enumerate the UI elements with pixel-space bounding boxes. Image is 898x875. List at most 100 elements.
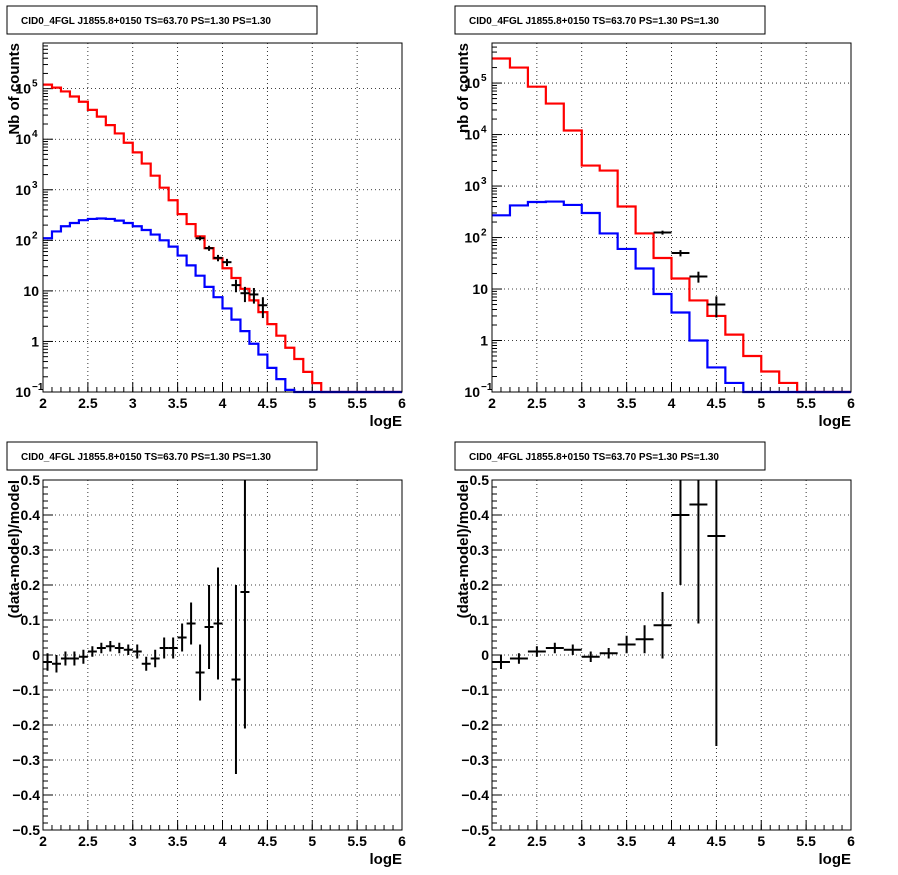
y-tick-label: 0 [481, 647, 489, 663]
y-tick-exponent: 5 [32, 79, 38, 90]
data-point [195, 236, 205, 241]
plot-frame [42, 479, 403, 831]
x-axis-label: logE [819, 413, 852, 430]
data-point [707, 296, 726, 318]
y-tick-label: 0.1 [21, 612, 41, 628]
chart-title: CID0_4FGL J1855.8+0150 TS=63.70 PS=1.30 … [469, 452, 719, 463]
x-tick-label: 6 [398, 395, 406, 411]
y-tick-label: 10 [472, 281, 488, 297]
x-tick-label: 6 [847, 395, 855, 411]
data-point [150, 649, 160, 668]
y-tick-exponent: 4 [32, 129, 38, 140]
series-histogram-red [43, 83, 402, 394]
y-tick-label: 10 [23, 283, 39, 299]
data-point [249, 288, 259, 304]
y-tick-exponent: 3 [481, 176, 487, 187]
data-point [141, 656, 151, 671]
y-tick-label: 0.5 [470, 472, 490, 488]
x-tick-label: 5 [757, 833, 765, 849]
data-point [689, 271, 708, 283]
y-tick-label: 10 [464, 75, 480, 91]
x-tick-label: 4 [219, 833, 227, 849]
data-point [222, 258, 232, 267]
y-axis-label: (data-model)/model [455, 480, 472, 618]
x-tick-label: 2 [488, 833, 496, 849]
x-tick-label: 4 [219, 395, 227, 411]
data-point [204, 245, 214, 251]
x-tick-label: 2.5 [527, 833, 547, 849]
data-point [635, 625, 654, 654]
data-point [617, 635, 636, 654]
x-axis-label: logE [819, 851, 852, 868]
data-point [653, 592, 672, 659]
y-tick-label: −0.5 [12, 822, 40, 838]
y-tick-exponent: 4 [481, 125, 487, 136]
y-tick-label: 10 [464, 127, 480, 143]
y-tick-label: 0.3 [470, 542, 490, 558]
y-tick-label: 10 [15, 131, 31, 147]
x-tick-label: 3.5 [617, 395, 637, 411]
chart-title: CID0_4FGL J1855.8+0150 TS=63.70 PS=1.30 … [21, 452, 271, 463]
x-tick-label: 4.5 [258, 395, 278, 411]
x-tick-label: 5.5 [347, 833, 367, 849]
title-box [454, 441, 766, 471]
data-point [204, 585, 214, 669]
plot-frame [42, 42, 403, 393]
y-axis-label: (data-model)/model [6, 480, 23, 618]
panel-bottom-right: CID0_4FGL J1855.8+0150 TS=63.70 PS=1.30 … [454, 441, 855, 868]
y-tick-label: 10 [15, 182, 31, 198]
y-tick-label: 10 [464, 230, 480, 246]
x-axis-label: logE [370, 413, 403, 430]
y-tick-label: 10 [15, 232, 31, 248]
x-tick-label: 6 [847, 833, 855, 849]
x-tick-label: 6 [398, 833, 406, 849]
y-tick-label: 0.2 [470, 577, 490, 593]
x-tick-label: 5 [757, 395, 765, 411]
y-tick-label: −0.2 [12, 717, 40, 733]
data-point [231, 279, 241, 293]
x-tick-label: 3.5 [168, 395, 188, 411]
data-point [258, 297, 268, 319]
x-tick-label: 4.5 [707, 833, 727, 849]
data-point [51, 655, 61, 673]
data-point [123, 644, 133, 655]
data-point [213, 567, 223, 680]
chart-title: CID0_4FGL J1855.8+0150 TS=63.70 PS=1.30 … [21, 16, 271, 27]
y-tick-label: 0.3 [21, 542, 41, 558]
series-histogram-red [492, 57, 851, 394]
x-tick-label: 4.5 [258, 833, 278, 849]
y-tick-label: 10 [15, 81, 31, 97]
data-point [186, 602, 196, 645]
x-tick-label: 3 [578, 395, 586, 411]
data-point [240, 480, 250, 729]
x-tick-label: 2.5 [527, 395, 547, 411]
y-tick-exponent: 3 [32, 180, 38, 191]
data-point [60, 651, 70, 666]
x-tick-label: 3 [129, 833, 137, 849]
data-point [671, 250, 690, 257]
x-tick-label: 5 [308, 833, 316, 849]
x-tick-label: 5 [308, 395, 316, 411]
y-tick-label: −0.1 [461, 682, 489, 698]
y-tick-label: 0.5 [21, 472, 41, 488]
x-tick-label: 5.5 [347, 395, 367, 411]
x-tick-label: 3 [578, 833, 586, 849]
data-point [132, 644, 142, 659]
y-tick-exponent: −1 [481, 382, 493, 393]
x-tick-label: 4.5 [707, 395, 727, 411]
data-point [599, 648, 618, 659]
x-tick-label: 4 [668, 395, 676, 411]
x-tick-label: 3 [129, 395, 137, 411]
data-point [689, 480, 708, 624]
data-point [213, 254, 223, 262]
data-point [527, 646, 546, 657]
panel-bottom-left: CID0_4FGL J1855.8+0150 TS=63.70 PS=1.30 … [6, 441, 406, 868]
data-point [78, 649, 88, 664]
x-tick-label: 5.5 [796, 833, 816, 849]
y-tick-exponent: 5 [481, 73, 487, 84]
title-box [6, 5, 318, 35]
x-tick-label: 2 [39, 833, 47, 849]
data-point [231, 585, 241, 774]
y-tick-label: 0.1 [470, 612, 490, 628]
title-box [6, 441, 318, 471]
